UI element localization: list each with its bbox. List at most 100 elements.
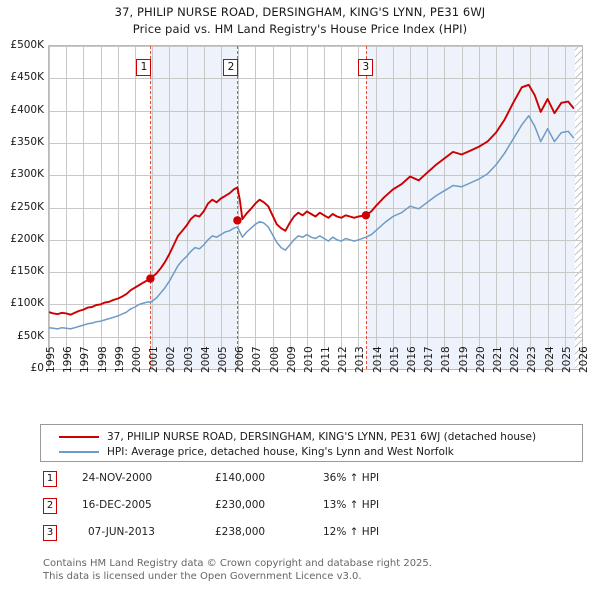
y-tick-350000: £350K xyxy=(10,135,44,148)
transaction-date-3: 07-JUN-2013 xyxy=(88,526,155,538)
gridline-v-2020 xyxy=(479,46,480,369)
gridline-v-1997 xyxy=(83,46,84,369)
x-tick-1996: 1996 xyxy=(62,346,75,373)
transaction-price-1: £140,000 xyxy=(215,472,266,484)
transaction-badge-1: 1 xyxy=(43,471,57,487)
sale-marker-dot-3[interactable] xyxy=(361,211,371,220)
legend-swatch-hpi xyxy=(59,450,99,453)
no-data-region xyxy=(575,46,582,369)
legend-label-hpi: HPI: Average price, detached house, King… xyxy=(107,445,454,458)
x-tick-2000: 2000 xyxy=(130,346,143,373)
transaction-hpi-3: 12% ↑ HPI xyxy=(323,526,380,538)
y-tick-0: £0 xyxy=(30,362,44,374)
gridline-v-2014 xyxy=(376,46,377,369)
x-tick-2006: 2006 xyxy=(234,346,247,373)
x-tick-2023: 2023 xyxy=(526,346,539,373)
x-tick-2026: 2026 xyxy=(578,346,590,373)
gridline-v-2015 xyxy=(393,46,394,369)
gridline-v-2001 xyxy=(152,46,153,369)
x-tick-2015: 2015 xyxy=(388,346,401,373)
legend-swatch-property xyxy=(59,435,99,438)
x-tick-2011: 2011 xyxy=(320,346,333,373)
gridline-v-2003 xyxy=(187,46,188,369)
transaction-date-1: 24-NOV-2000 xyxy=(82,472,153,484)
gridline-v-2019 xyxy=(462,46,463,369)
transaction-badge-3: 3 xyxy=(43,525,57,541)
x-tick-2004: 2004 xyxy=(199,346,212,373)
x-tick-2003: 2003 xyxy=(182,346,195,373)
gridline-v-2013 xyxy=(358,46,359,369)
legend-item-property: 37, PHILIP NURSE ROAD, DERSINGHAM, KING'… xyxy=(47,429,576,444)
x-tick-2013: 2013 xyxy=(354,346,367,373)
legend-item-hpi: HPI: Average price, detached house, King… xyxy=(47,444,576,459)
event-line-3 xyxy=(366,46,367,369)
page-title: 37, PHILIP NURSE ROAD, DERSINGHAM, KING'… xyxy=(0,4,600,38)
x-tick-2021: 2021 xyxy=(492,346,505,373)
gridline-h-350000 xyxy=(49,143,582,144)
x-tick-2017: 2017 xyxy=(423,346,436,373)
transactions-table: 1 24-NOV-2000 £140,000 36% ↑ HPI 2 16-DE… xyxy=(40,470,585,551)
y-tick-150000: £150K xyxy=(10,265,44,278)
gridline-v-2010 xyxy=(307,46,308,369)
gridline-h-400000 xyxy=(49,111,582,112)
x-tick-2008: 2008 xyxy=(268,346,281,373)
transaction-hpi-2: 13% ↑ HPI xyxy=(323,499,380,511)
chart-plot-area xyxy=(48,45,583,370)
event-line-2 xyxy=(237,46,238,369)
x-tick-2014: 2014 xyxy=(371,346,384,373)
event-flag-1[interactable]: 1 xyxy=(136,59,152,76)
x-tick-2010: 2010 xyxy=(302,346,315,373)
y-tick-100000: £100K xyxy=(10,297,44,310)
transaction-hpi-1: 36% ↑ HPI xyxy=(323,472,380,484)
transaction-badge-2: 2 xyxy=(43,498,57,514)
footer-line-2: This data is licensed under the Open Gov… xyxy=(43,571,362,582)
gridline-v-1999 xyxy=(118,46,119,369)
y-tick-500000: £500K xyxy=(10,39,44,51)
x-tick-1998: 1998 xyxy=(96,346,109,373)
x-tick-2025: 2025 xyxy=(560,346,573,373)
gridline-v-2002 xyxy=(169,46,170,369)
y-tick-300000: £300K xyxy=(10,168,44,181)
y-tick-50000: £50K xyxy=(17,329,44,342)
table-row: 2 16-DEC-2005 £230,000 13% ↑ HPI xyxy=(40,497,585,524)
gridline-h-500000 xyxy=(49,46,582,47)
transaction-price-2: £230,000 xyxy=(215,499,266,511)
x-tick-1999: 1999 xyxy=(113,346,126,373)
series-line-hpi xyxy=(49,115,575,330)
gridline-v-2006 xyxy=(238,46,239,369)
x-tick-2009: 2009 xyxy=(285,346,298,373)
event-flag-2[interactable]: 2 xyxy=(223,59,239,76)
x-tick-2002: 2002 xyxy=(165,346,178,373)
transaction-date-2: 16-DEC-2005 xyxy=(82,499,152,511)
gridline-v-2012 xyxy=(341,46,342,369)
gridline-v-2008 xyxy=(273,46,274,369)
sale-marker-dot-1[interactable] xyxy=(146,274,155,283)
gridline-v-2025 xyxy=(565,46,566,369)
table-row: 3 07-JUN-2013 £238,000 12% ↑ HPI xyxy=(40,524,585,551)
gridline-v-2017 xyxy=(427,46,428,369)
event-flag-3[interactable]: 3 xyxy=(358,59,374,76)
gridline-h-100000 xyxy=(49,304,582,305)
gridline-v-1998 xyxy=(101,46,102,369)
gridline-v-2026 xyxy=(582,46,583,369)
event-line-1 xyxy=(150,46,151,369)
x-tick-2005: 2005 xyxy=(216,346,229,373)
y-tick-400000: £400K xyxy=(10,103,44,116)
gridline-v-2023 xyxy=(530,46,531,369)
table-row: 1 24-NOV-2000 £140,000 36% ↑ HPI xyxy=(40,470,585,497)
footer-line-1: Contains HM Land Registry data © Crown c… xyxy=(43,558,432,569)
gridline-v-2007 xyxy=(255,46,256,369)
x-tick-2022: 2022 xyxy=(509,346,522,373)
sale-marker-dot-2[interactable] xyxy=(233,216,242,225)
x-tick-2019: 2019 xyxy=(457,346,470,373)
y-tick-200000: £200K xyxy=(10,232,44,245)
gridline-h-50000 xyxy=(49,337,582,338)
x-tick-2012: 2012 xyxy=(337,346,350,373)
gridline-h-200000 xyxy=(49,240,582,241)
x-tick-2016: 2016 xyxy=(406,346,419,373)
series-lines xyxy=(49,83,575,330)
x-tick-1997: 1997 xyxy=(79,346,92,373)
chart-legend: 37, PHILIP NURSE ROAD, DERSINGHAM, KING'… xyxy=(40,424,583,462)
gridline-v-1995 xyxy=(49,46,50,369)
